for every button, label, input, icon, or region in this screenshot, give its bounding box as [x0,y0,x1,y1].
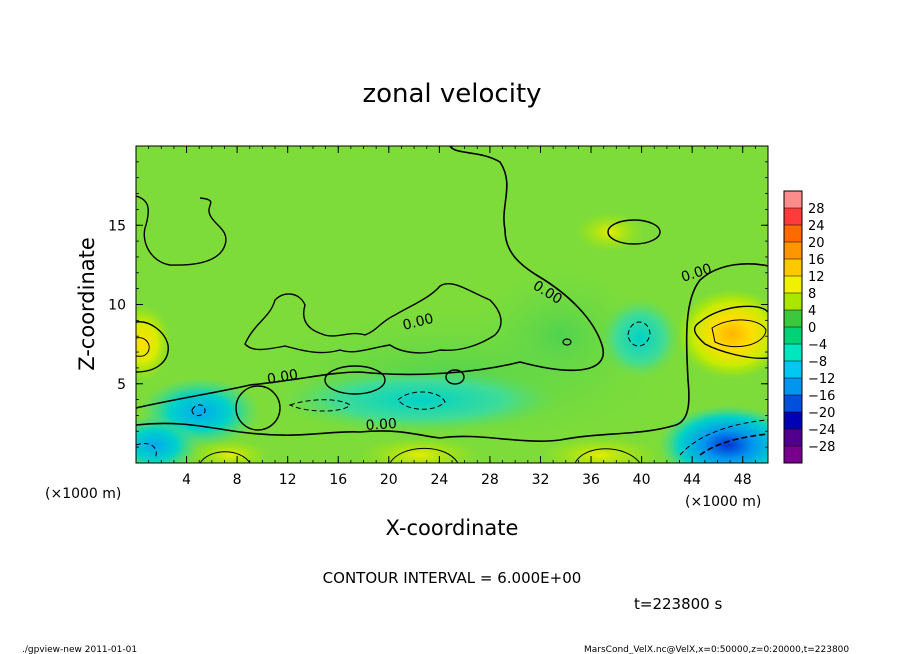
colorbar-swatch [784,276,802,294]
colorbar-swatch [784,310,802,328]
zero-contour-ellipse-b [324,365,386,395]
y-axis-label: Z-coordinate [75,237,99,371]
x-tick-labels: 4 8 12 16 20 24 28 32 36 40 44 48 [182,472,752,488]
colorbar-label: 12 [808,270,825,285]
chart-title: zonal velocity [362,79,541,109]
x-tick-label: 24 [430,472,448,488]
colorbar-swatch [784,293,802,311]
colorbar-label: 8 [808,287,816,302]
neg-contour-e [191,404,206,417]
zero-contour-right-pos [693,305,768,360]
colorbar-swatch [784,327,802,345]
pos-contour-right-thin [711,319,767,348]
colorbar-label: 4 [808,304,816,319]
y-tick-label: 10 [108,298,126,314]
y-tick-label: 5 [117,377,126,393]
colorbar-label: −16 [808,389,835,404]
y-unit-label: (×1000 m) [45,486,121,502]
colorbar-swatch [784,225,802,243]
contour-interval-text: CONTOUR INTERVAL = 6.000E+00 [323,569,582,587]
pos-contour-bottom-b [574,448,641,463]
x-tick-label: 12 [279,472,297,488]
zero-contour-left-pos [136,321,169,373]
colorbar-label: 16 [808,253,825,268]
neg-contour-f [699,433,768,456]
colorbar-label: 20 [808,236,825,251]
colorbar-label: 24 [808,219,825,234]
pos-contour-left-thin [136,337,150,357]
colorbar-label: −24 [808,423,835,438]
heatmap-field [136,146,768,463]
colorbar-swatch [784,208,802,226]
x-tick-label: 44 [683,472,701,488]
colorbar-swatch [784,191,802,209]
x-tick-label: 40 [633,472,651,488]
contour-label: 0.00 [401,311,435,334]
colorbar-swatch [784,361,802,379]
footer-left: ./gpview-new 2011-01-01 [22,645,137,654]
x-tick-label: 8 [233,472,242,488]
x-axis-label: X-coordinate [386,516,519,540]
pos-contour-bottom-c [199,451,251,463]
zero-contour-upper-island [244,282,502,354]
zero-contour-main2 [136,263,768,442]
colorbar-label: 28 [808,202,825,217]
colorbar-swatch [784,242,802,260]
colorbar-swatch [784,395,802,413]
x-tick-label: 28 [481,472,499,488]
contour-label: 0.00 [266,367,299,388]
neg-contour-c [627,321,651,347]
colorbar-label: −28 [808,440,835,455]
colorbar [783,190,803,464]
zero-contour-main [136,146,605,409]
x-tick-label: 32 [532,472,550,488]
time-text: t=223800 s [634,595,722,613]
colorbar-labels: 28 24 20 16 12 8 4 0 −4 −8 −12 −16 −20 −24 −28 [808,202,835,455]
x-tick-label: 4 [182,472,191,488]
contour-lines [136,146,768,463]
colorbar-swatch [784,259,802,277]
y-tick-labels: 5 10 15 [108,218,126,393]
neg-contour-g [136,443,157,459]
colorbar-label: −20 [808,406,835,421]
zero-contour-ellipse-a [607,219,661,245]
neg-contour-b [397,391,446,410]
colorbar-swatch [784,344,802,362]
colorbar-swatch [784,412,802,430]
axis-ticks [135,145,769,464]
contour-label: 0.00 [365,416,397,434]
zero-contour-ellipse-d [445,369,465,385]
footer-right: MarsCond_VelX.nc@VelX,x=0:50000,z=0:2000… [584,645,849,654]
neg-contour-d [679,419,768,456]
x-tick-label: 36 [582,472,600,488]
x-tick-label: 16 [329,472,347,488]
x-tick-label: 20 [380,472,398,488]
colorbar-label: −12 [808,372,835,387]
colorbar-swatch [784,429,802,447]
zero-contour-ellipse-e [562,338,572,346]
colorbar-label: −4 [808,338,827,353]
colorbar-label: 0 [808,321,816,336]
colorbar-swatch [784,378,802,396]
colorbar-swatch [784,446,802,464]
x-unit-label: (×1000 m) [685,494,761,510]
colorbar-label: −8 [808,355,827,370]
zero-contour-left-top [136,195,227,266]
x-tick-label: 48 [734,472,752,488]
pos-contour-bottom-a [389,447,459,463]
y-tick-label: 15 [108,218,126,234]
zero-contour-ellipse-c [235,385,281,431]
